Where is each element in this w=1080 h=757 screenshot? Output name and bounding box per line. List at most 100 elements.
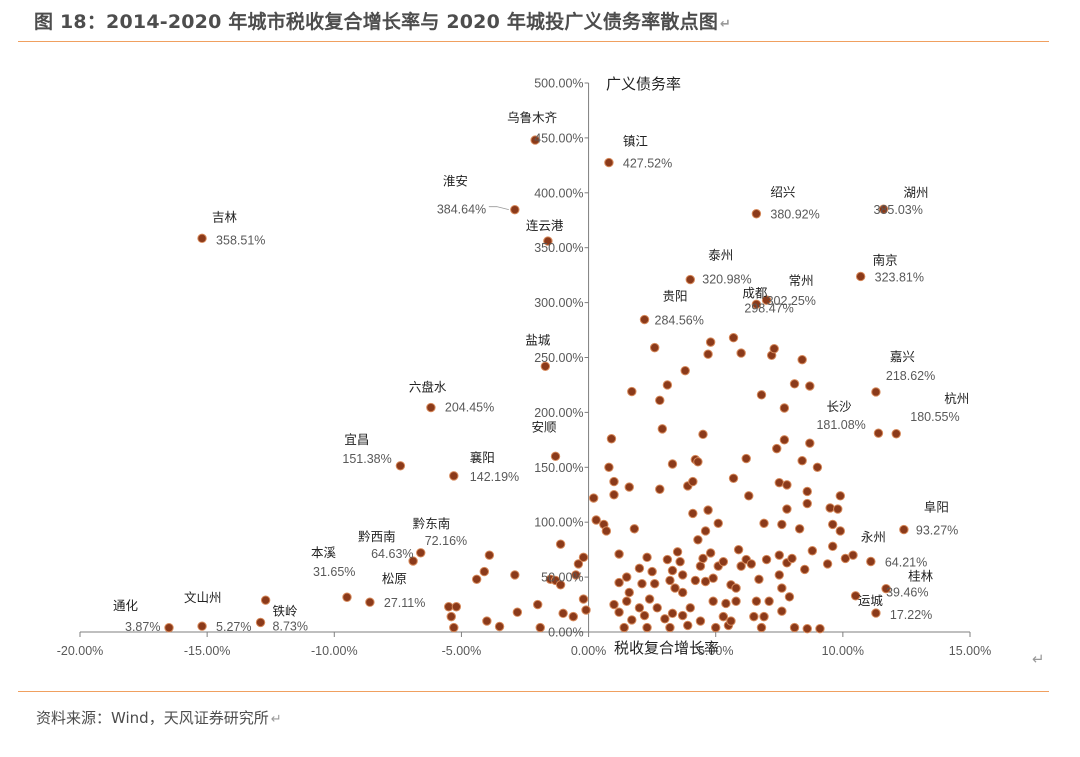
source-note: 资料来源：Wind，天风证券研究所 ↵	[36, 707, 282, 728]
data-point	[609, 599, 619, 610]
data-point	[700, 576, 711, 587]
data-point	[777, 606, 787, 616]
data-point	[667, 565, 678, 576]
data-point	[759, 518, 769, 528]
data-point	[624, 482, 634, 492]
point-value-label: 181.08%	[816, 418, 865, 432]
data-point	[731, 583, 741, 593]
bottom-divider	[18, 691, 1049, 692]
data-point	[840, 553, 851, 564]
data-point	[652, 603, 662, 613]
x-tick-label: 10.00%	[822, 644, 864, 658]
data-point	[784, 592, 795, 602]
point-value-label: 284.56%	[655, 314, 704, 328]
data-point	[787, 553, 797, 564]
data-point	[662, 380, 673, 390]
data-point	[690, 575, 701, 586]
data-point	[662, 554, 673, 565]
point-city-label: 泰州	[708, 248, 733, 263]
data-point	[629, 524, 640, 534]
data-point	[782, 504, 792, 514]
data-point	[449, 622, 459, 633]
y-tick-label: 400.00%	[534, 186, 583, 200]
data-point	[667, 608, 678, 619]
x-axis-title: 税收复合增长率	[614, 639, 719, 657]
data-point	[688, 508, 698, 519]
data-point	[835, 491, 846, 501]
data-point	[736, 561, 746, 571]
data-point	[642, 552, 652, 563]
data-point	[802, 624, 812, 634]
data-point-labeled	[449, 471, 459, 481]
data-point	[260, 595, 271, 605]
x-tick-label: -15.00%	[184, 644, 231, 658]
point-value-label: 302.25%	[767, 294, 816, 308]
data-point-labeled	[408, 556, 418, 566]
point-city-label: 黔东南	[413, 516, 451, 531]
data-point	[655, 395, 665, 406]
data-point	[751, 596, 762, 606]
data-point	[571, 570, 581, 580]
data-point	[482, 616, 492, 626]
data-point	[802, 486, 812, 497]
data-point	[759, 611, 769, 622]
data-point	[609, 476, 619, 487]
point-value-label: 5.27%	[216, 620, 251, 634]
data-point	[721, 598, 731, 609]
data-point-labeled	[855, 271, 866, 282]
point-value-label: 151.38%	[342, 452, 391, 466]
point-value-label: 17.22%	[890, 608, 932, 622]
data-point-labeled	[530, 135, 540, 145]
y-tick-label: 500.00%	[534, 77, 583, 91]
point-city-label: 铁岭	[273, 603, 298, 618]
data-point-labeled	[871, 387, 881, 397]
data-point	[733, 544, 744, 555]
data-point	[555, 580, 566, 590]
y-tick-label: 250.00%	[534, 351, 583, 365]
data-point	[660, 614, 670, 624]
point-city-label: 绍兴	[770, 185, 795, 200]
data-point	[601, 526, 612, 536]
data-point	[451, 602, 462, 612]
point-value-label: 3.87%	[125, 620, 160, 634]
point-value-label: 64.63%	[371, 547, 413, 561]
data-point	[713, 518, 723, 528]
data-point	[573, 559, 584, 569]
data-point	[822, 559, 833, 569]
point-value-label: 298.47%	[744, 301, 793, 315]
data-point	[647, 566, 657, 577]
y-tick-label: 350.00%	[534, 241, 583, 255]
data-point	[512, 607, 523, 617]
data-point-labeled	[342, 592, 352, 602]
point-city-label: 成都	[742, 285, 768, 300]
point-value-label: 72.16%	[425, 534, 467, 548]
x-tick-label: -20.00%	[57, 644, 104, 658]
source-text: 资料来源：Wind，天风证券研究所	[36, 709, 269, 727]
data-point	[446, 611, 456, 622]
data-point	[698, 429, 708, 440]
data-point	[634, 603, 645, 613]
data-point-labeled	[751, 209, 762, 219]
y-axis-title: 广义债务率	[606, 75, 681, 93]
point-city-label: 淮安	[443, 174, 468, 189]
point-city-label: 连云港	[526, 218, 564, 233]
data-point	[665, 575, 675, 586]
data-point	[479, 566, 490, 577]
data-point	[726, 616, 736, 626]
data-point-labeled	[881, 583, 891, 594]
y-tick-label: 50.00%	[541, 571, 583, 585]
paragraph-return-icon: ↵	[1032, 650, 1045, 668]
data-point	[736, 348, 746, 358]
data-point-labeled	[871, 608, 881, 618]
data-point	[807, 546, 818, 556]
y-tick-label: 150.00%	[534, 461, 583, 475]
y-tick-label: 100.00%	[534, 516, 583, 530]
data-point-labeled	[878, 204, 889, 214]
point-value-label: 8.73%	[273, 619, 308, 633]
data-point-labeled	[543, 236, 553, 246]
data-point	[744, 491, 754, 501]
data-point	[749, 611, 759, 622]
data-point	[761, 554, 772, 565]
scatter-chart: -20.00% -15.00% -10.00% -5.00% 0.00% 5.00% 10.…	[57, 75, 991, 658]
data-point-labeled	[164, 623, 174, 633]
